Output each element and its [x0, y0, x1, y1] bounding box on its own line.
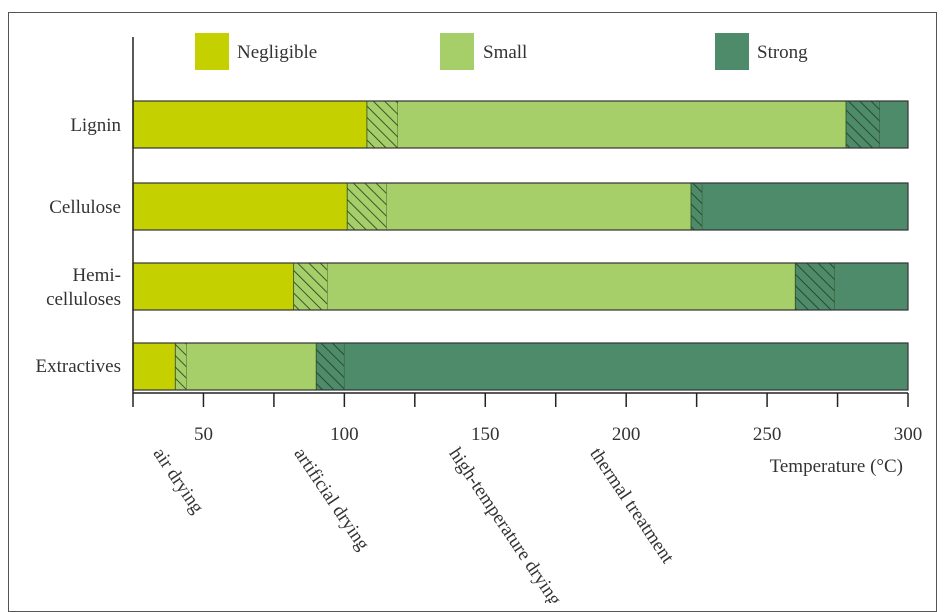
bar-hatch-extractives-transition-1: [175, 343, 187, 390]
bar-segment-cellulose-strong: [702, 183, 908, 230]
legend-item-negligible: Negligible: [195, 33, 317, 70]
bar-hatch-hemicelluloses-transition-2: [795, 263, 835, 310]
process-label-high-temperature-drying: high-temperature drying: [444, 444, 565, 603]
x-tick-label-100: 100: [330, 424, 359, 445]
bar-segment-lignin-strong: [879, 101, 908, 148]
legend-label-negligible: Negligible: [237, 42, 317, 63]
bar-hemicelluloses: [132, 262, 909, 311]
process-label-thermal-treatment: thermal treatment: [585, 444, 678, 568]
bar-hatch-lignin-transition-2: [846, 101, 880, 148]
legend-item-small: Small: [440, 33, 527, 70]
bar-segment-cellulose-small: [386, 183, 691, 230]
category-label-extractives: Extractives: [36, 356, 121, 377]
legend: Negligible Small Strong: [195, 33, 808, 70]
bar-segment-extractives-negligible: [133, 343, 176, 390]
legend-swatch-negligible: [195, 33, 229, 70]
bars: [132, 100, 909, 391]
x-tick-label-150: 150: [471, 424, 500, 445]
bar-segment-hemicelluloses-negligible: [133, 263, 294, 310]
bar-lignin: [132, 100, 909, 149]
process-label-air-drying: air drying: [149, 444, 208, 518]
legend-label-strong: Strong: [757, 42, 808, 63]
process-label-artificial-drying: artificial drying: [289, 444, 373, 555]
category-label-hemicelluloses-line2: celluloses: [46, 289, 121, 310]
legend-swatch-small: [440, 33, 474, 70]
y-axis-labels: Lignin Cellulose Hemi- celluloses Extrac…: [36, 115, 122, 377]
bar-segment-lignin-negligible: [133, 101, 367, 148]
bar-hatch-hemicelluloses-transition-1: [293, 263, 328, 310]
bar-segment-lignin-small: [397, 101, 846, 148]
bar-segment-extractives-small: [186, 343, 317, 390]
bar-hatch-cellulose-transition-2: [691, 183, 703, 230]
bar-segment-hemicelluloses-strong: [834, 263, 908, 310]
bar-hatch-cellulose-transition-1: [347, 183, 387, 230]
legend-label-small: Small: [483, 42, 527, 63]
bar-cellulose: [132, 182, 909, 231]
bar-extractives: [132, 342, 909, 391]
bar-hatch-extractives-transition-2: [316, 343, 345, 390]
process-labels: air drying artificial drying high-temperat…: [149, 444, 679, 603]
bar-segment-cellulose-negligible: [133, 183, 348, 230]
bar-hatch-lignin-transition-1: [366, 101, 398, 148]
category-label-lignin: Lignin: [70, 115, 121, 136]
x-tick-label-250: 250: [753, 424, 782, 445]
x-axis-tick-labels: 50 100 150 200 250 300: [194, 424, 922, 445]
x-tick-label-200: 200: [612, 424, 641, 445]
x-axis-label: Temperature (°C): [770, 456, 903, 477]
legend-item-strong: Strong: [715, 33, 808, 70]
bar-segment-hemicelluloses-small: [327, 263, 796, 310]
x-tick-label-50: 50: [194, 424, 213, 445]
category-label-cellulose: Cellulose: [49, 197, 121, 218]
bar-segment-extractives-strong: [344, 343, 908, 390]
legend-swatch-strong: [715, 33, 749, 70]
x-tick-label-300: 300: [894, 424, 923, 445]
category-label-hemicelluloses-line1: Hemi-: [72, 265, 121, 286]
x-axis-ticks: [132, 393, 909, 407]
